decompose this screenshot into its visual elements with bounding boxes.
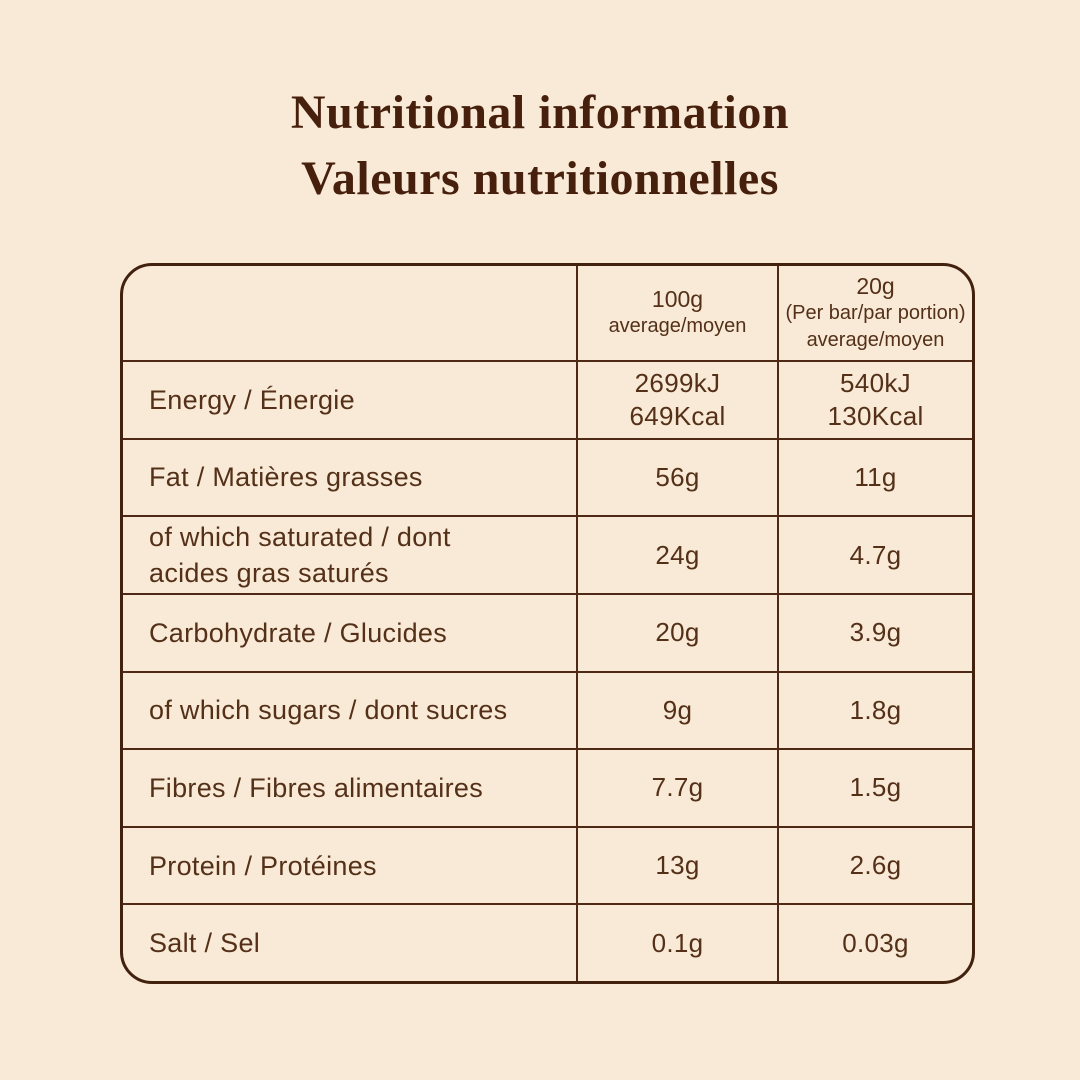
- row-label: Energy / Énergie: [149, 384, 355, 415]
- header-20g-average: average/moyen: [806, 328, 945, 351]
- table-header-row: 100g average/moyen 20g (Per bar/par port…: [123, 266, 972, 360]
- value-per-20g: 0.03g: [777, 905, 972, 981]
- value-per-100g: 7.7g: [576, 750, 777, 826]
- row-label: Fibres / Fibres alimentaires: [149, 772, 483, 803]
- table-row-fat: Fat / Matières grasses 56g 11g: [123, 437, 972, 516]
- header-empty-cell: [123, 266, 576, 360]
- value-per-100g: 0.1g: [576, 905, 777, 981]
- table-row-energy: Energy / Énergie 2699kJ 649Kcal 540kJ 13…: [123, 360, 972, 438]
- table-row-saturated: of which saturated / dont acides gras sa…: [123, 515, 972, 593]
- value-per-100g: 24g: [576, 517, 777, 593]
- value-per-20g: 540kJ 130Kcal: [777, 362, 972, 438]
- table-row-protein: Protein / Protéines 13g 2.6g: [123, 825, 972, 904]
- value-per-20g: 4.7g: [777, 517, 972, 593]
- page-title-french: Valeurs nutritionnelles: [301, 152, 779, 205]
- saturated-label-line2: acides gras saturés: [149, 558, 389, 589]
- header-100g-amount: 100g: [651, 286, 704, 312]
- header-20g-amount: 20g: [856, 272, 895, 299]
- value-per-20g: 1.5g: [777, 750, 972, 826]
- table-row-salt: Salt / Sel 0.1g 0.03g: [123, 903, 972, 981]
- nutrition-table: 100g average/moyen 20g (Per bar/par port…: [120, 263, 975, 984]
- page-title: Nutritional information Valeurs nutritio…: [0, 80, 1080, 212]
- table-row-fibres: Fibres / Fibres alimentaires 7.7g 1.5g: [123, 748, 972, 826]
- saturated-label-line1: of which saturated / dont: [149, 522, 451, 553]
- energy-20g-kj: 540kJ: [840, 367, 911, 398]
- row-label: Fat / Matières grasses: [149, 462, 423, 493]
- row-label: of which sugars / dont sucres: [149, 695, 508, 726]
- value-per-100g: 20g: [576, 594, 777, 671]
- energy-20g-kcal: 130Kcal: [827, 400, 924, 431]
- energy-100g-kj: 2699kJ: [634, 367, 721, 398]
- value-per-20g: 3.9g: [777, 594, 972, 671]
- energy-100g-kcal: 649Kcal: [629, 400, 726, 431]
- header-100g-average: average/moyen: [608, 315, 747, 337]
- value-per-20g: 1.8g: [777, 672, 972, 749]
- value-per-100g: 56g: [576, 439, 777, 516]
- value-per-20g: 11g: [777, 439, 972, 516]
- row-label: Protein / Protéines: [149, 850, 377, 881]
- row-label: of which saturated / dont acides gras sa…: [123, 517, 576, 593]
- value-per-100g: 2699kJ 649Kcal: [576, 362, 777, 438]
- table-row-sugars: of which sugars / dont sucres 9g 1.8g: [123, 670, 972, 749]
- header-20g-perbar: (Per bar/par portion): [785, 301, 966, 324]
- header-col-20g: 20g (Per bar/par portion) average/moyen: [777, 266, 972, 360]
- value-per-20g: 2.6g: [777, 827, 972, 904]
- table-row-carbohydrate: Carbohydrate / Glucides 20g 3.9g: [123, 592, 972, 671]
- row-label: Carbohydrate / Glucides: [149, 617, 448, 648]
- header-col-100g: 100g average/moyen: [576, 266, 777, 360]
- value-per-100g: 13g: [576, 827, 777, 904]
- row-label: Salt / Sel: [149, 928, 261, 959]
- value-per-100g: 9g: [576, 672, 777, 749]
- page-title-english: Nutritional information: [290, 86, 790, 139]
